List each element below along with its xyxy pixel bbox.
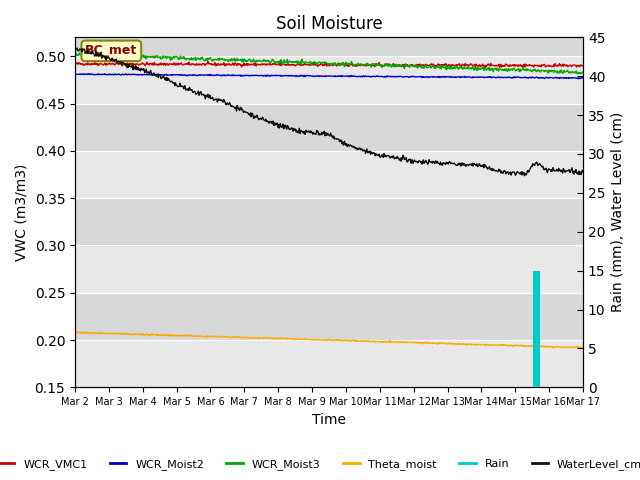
Y-axis label: Rain (mm), Water Level (cm): Rain (mm), Water Level (cm) [611, 112, 625, 312]
Bar [534, 271, 536, 387]
Bar [533, 271, 536, 387]
Bar [75, 340, 583, 387]
Bar [75, 151, 583, 198]
Title: Soil Moisture: Soil Moisture [276, 15, 382, 33]
Bar [535, 271, 538, 387]
Bar [75, 56, 583, 104]
Legend: WCR_VMC1, WCR_Moist2, WCR_Moist3, Theta_moist, Rain, WaterLevel_cm: WCR_VMC1, WCR_Moist2, WCR_Moist3, Theta_… [0, 455, 640, 474]
Bar [75, 104, 583, 151]
Bar [75, 198, 583, 245]
Bar [537, 271, 540, 387]
Text: BC_met: BC_met [85, 44, 138, 57]
X-axis label: Time: Time [312, 413, 346, 427]
Bar [75, 245, 583, 293]
Bar [534, 271, 537, 387]
Bar [536, 271, 539, 387]
Bar [532, 271, 536, 387]
Bar [536, 271, 538, 387]
Bar [75, 293, 583, 340]
Y-axis label: VWC (m3/m3): VWC (m3/m3) [15, 164, 29, 261]
